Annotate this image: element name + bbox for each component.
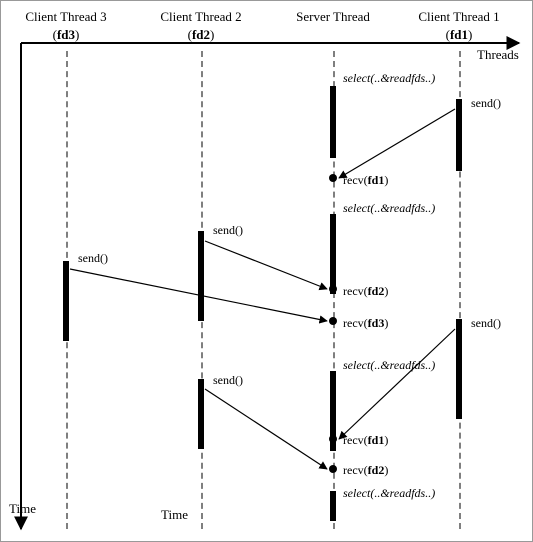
arrows-layer bbox=[1, 1, 533, 542]
select-label: select(..&readfds..) bbox=[343, 71, 435, 86]
activation-bar bbox=[330, 86, 336, 158]
thread-fd-label: (fd3) bbox=[42, 27, 90, 43]
recv-dot bbox=[329, 285, 337, 293]
recv-label: recv(fd3) bbox=[343, 316, 388, 331]
recv-label: recv(fd1) bbox=[343, 433, 388, 448]
activation-bar bbox=[456, 99, 462, 171]
select-label: select(..&readfds..) bbox=[343, 358, 435, 373]
thread-title: Client Thread 1 bbox=[411, 9, 507, 25]
recv-dot bbox=[329, 465, 337, 473]
recv-label: recv(fd2) bbox=[343, 463, 388, 478]
activation-bar bbox=[330, 214, 336, 294]
axis-time-label-left: Time bbox=[9, 501, 36, 517]
recv-label: recv(fd2) bbox=[343, 284, 388, 299]
thread-title: Client Thread 2 bbox=[153, 9, 249, 25]
send-label: send() bbox=[213, 223, 243, 238]
send-label: send() bbox=[471, 316, 501, 331]
recv-dot bbox=[329, 317, 337, 325]
send-label: send() bbox=[213, 373, 243, 388]
recv-label: recv(fd1) bbox=[343, 173, 388, 188]
thread-title: Client Thread 3 bbox=[18, 9, 114, 25]
activation-bar bbox=[198, 379, 204, 449]
axis-time-label-center: Time bbox=[161, 507, 188, 523]
activation-bar bbox=[198, 231, 204, 321]
sequence-diagram: Threads Time Time Client Thread 3 (fd3) Clien… bbox=[0, 0, 533, 542]
thread-title: Server Thread bbox=[285, 9, 381, 25]
recv-dot bbox=[329, 174, 337, 182]
activation-bar bbox=[63, 261, 69, 341]
activation-bar bbox=[330, 491, 336, 521]
thread-fd-label: (fd2) bbox=[177, 27, 225, 43]
send-label: send() bbox=[471, 96, 501, 111]
send-label: send() bbox=[78, 251, 108, 266]
select-label: select(..&readfds..) bbox=[343, 486, 435, 501]
recv-dot bbox=[329, 435, 337, 443]
activation-bar bbox=[456, 319, 462, 419]
axis-threads-label: Threads bbox=[477, 47, 519, 63]
thread-fd-label: (fd1) bbox=[435, 27, 483, 43]
select-label: select(..&readfds..) bbox=[343, 201, 435, 216]
